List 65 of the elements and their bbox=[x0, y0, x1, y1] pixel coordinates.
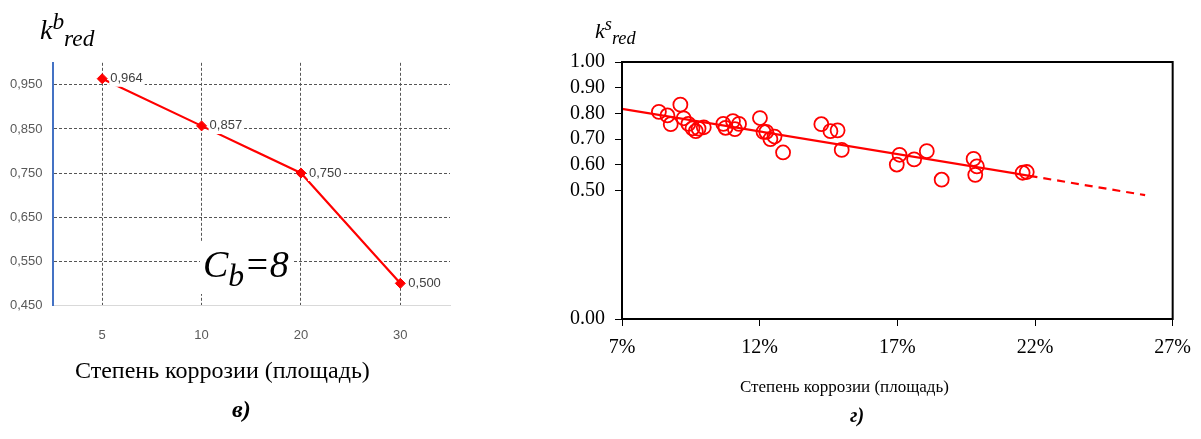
x-tick-label: 17% bbox=[879, 335, 916, 358]
data-label: 0,750 bbox=[308, 164, 342, 180]
y-tick-label: 0,950 bbox=[9, 76, 43, 92]
point bbox=[888, 156, 905, 173]
point bbox=[933, 171, 950, 188]
point bbox=[96, 73, 108, 85]
point bbox=[967, 166, 984, 183]
y-tick-label: 1.00 bbox=[570, 49, 605, 72]
x-tick-label: 10 bbox=[194, 326, 209, 342]
y-tick-label: 0,750 bbox=[9, 164, 43, 180]
data-label: 0,500 bbox=[408, 274, 441, 290]
point bbox=[725, 113, 741, 130]
point bbox=[1018, 164, 1035, 180]
text: г) bbox=[850, 404, 865, 427]
x-tick-label: 5 bbox=[98, 326, 106, 342]
x-tick-label: 30 bbox=[393, 326, 408, 342]
point bbox=[1014, 164, 1031, 181]
point bbox=[695, 119, 712, 136]
point bbox=[726, 121, 743, 137]
x-tick-label: 7% bbox=[608, 335, 636, 358]
x-tick-label: 22% bbox=[1016, 335, 1054, 358]
data-label: 0,964 bbox=[110, 70, 143, 86]
point bbox=[196, 120, 208, 132]
point bbox=[918, 143, 935, 160]
point bbox=[965, 150, 982, 167]
y-tick-label: 0,650 bbox=[9, 208, 43, 224]
y-tick-label: 0.00 bbox=[570, 306, 605, 329]
x-tick-label: 12% bbox=[741, 335, 778, 358]
data-label: 0,857 bbox=[209, 117, 243, 133]
point bbox=[813, 116, 830, 133]
point bbox=[906, 151, 923, 168]
point bbox=[762, 131, 779, 147]
y-tick-label: 0,450 bbox=[9, 296, 43, 312]
point bbox=[295, 167, 307, 179]
point bbox=[651, 103, 667, 120]
point bbox=[715, 116, 732, 132]
y-tick-label: 0.50 bbox=[570, 177, 605, 200]
point bbox=[829, 122, 846, 139]
point bbox=[775, 144, 791, 161]
point bbox=[680, 116, 697, 132]
point bbox=[675, 110, 692, 127]
point bbox=[891, 146, 908, 163]
point bbox=[822, 123, 839, 140]
point bbox=[717, 119, 734, 136]
point bbox=[752, 110, 768, 126]
y-tick-label: 0.60 bbox=[570, 152, 605, 175]
point bbox=[833, 141, 850, 158]
point bbox=[766, 128, 783, 145]
annotation: C$_{b}$=8 bbox=[200, 242, 292, 294]
point bbox=[662, 116, 679, 133]
point bbox=[394, 277, 406, 289]
point bbox=[672, 96, 689, 113]
y-tick-label: 0,550 bbox=[9, 252, 43, 268]
y-tick-label: 0,850 bbox=[9, 120, 43, 136]
y-tick-label: 0.70 bbox=[570, 126, 605, 149]
y-tick-label: 0.90 bbox=[570, 74, 605, 97]
text: в) bbox=[232, 396, 251, 423]
y-tick-label: 0.80 bbox=[570, 100, 605, 123]
point bbox=[659, 107, 676, 124]
point bbox=[969, 158, 985, 175]
x-tick-label: 20 bbox=[293, 326, 309, 342]
x-tick-label: 27% bbox=[1154, 335, 1192, 358]
x-axis-title: Степень коррозии (площадь) bbox=[75, 357, 370, 384]
x-axis-title: Степень коррозии (площадь) bbox=[740, 377, 949, 397]
point bbox=[731, 116, 747, 132]
